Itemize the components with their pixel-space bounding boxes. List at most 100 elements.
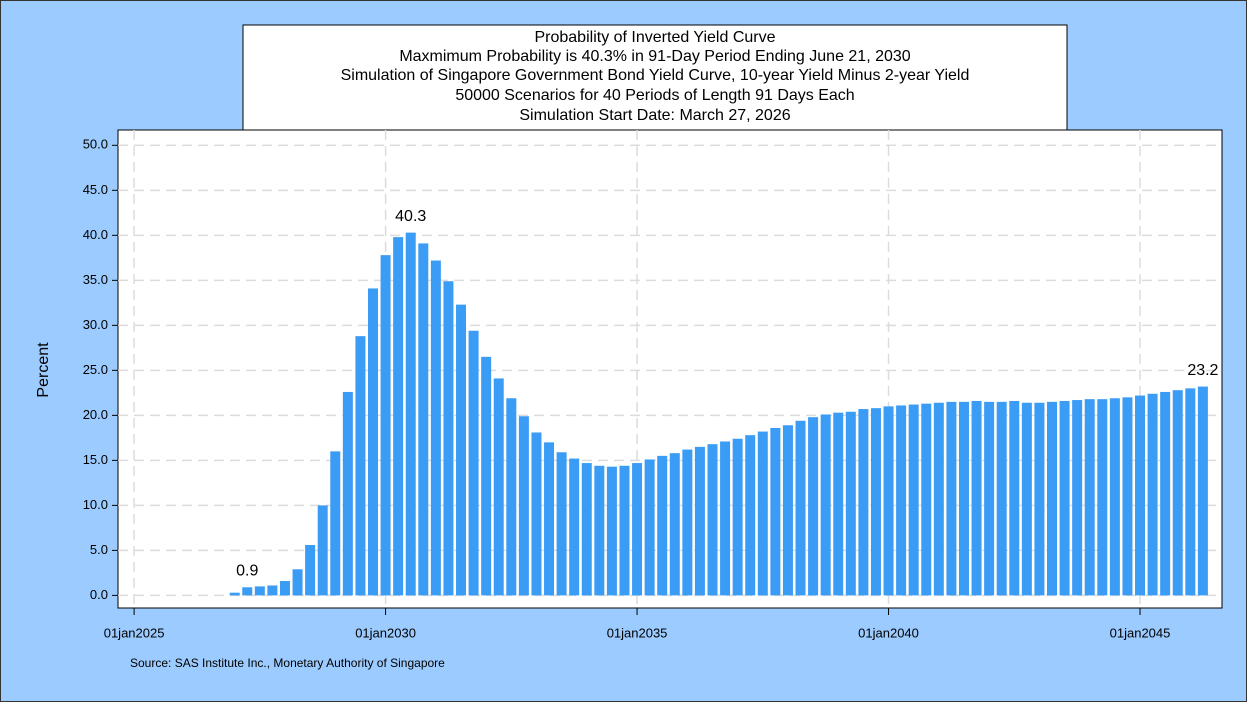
bar [506,398,517,596]
bar [845,411,856,596]
bar [581,463,592,596]
data-label: 23.2 [1187,362,1218,379]
bar [720,441,731,596]
bar [996,401,1007,596]
y-tick-label: 35.0 [83,272,108,287]
bar [443,281,454,596]
bar [883,406,894,596]
bar [1135,395,1146,596]
bar [606,466,617,596]
bar [1197,386,1208,596]
bar [1009,400,1020,596]
bar [870,408,881,596]
bar [518,416,529,596]
subtitle: Maxmimum Probability is 40.3% in 91-Day … [399,48,910,65]
subtitle: Simulation of Singapore Government Bond … [341,67,970,84]
data-label: 40.3 [395,208,426,225]
y-tick-label: 10.0 [83,497,108,512]
bar [1172,390,1183,596]
bar [946,401,957,596]
bar [1034,402,1045,596]
bar [355,336,366,596]
bar [707,444,718,596]
bar [770,427,781,596]
subtitle: 50000 Scenarios for 40 Periods of Length… [455,87,854,104]
bar [858,409,869,596]
bar [254,586,265,596]
source-note: Source: SAS Institute Inc., Monetary Aut… [130,656,445,670]
bar [820,414,831,596]
bar [669,453,680,596]
bar [632,463,643,596]
bar [1059,400,1070,596]
bar [229,592,240,596]
bar [921,403,932,596]
bar [1021,402,1032,596]
bar [368,288,379,596]
bar [745,435,756,596]
bar [242,587,253,596]
bar [456,304,467,596]
subtitle: Simulation Start Date: March 27, 2026 [519,107,790,124]
x-tick-label: 01jan2030 [355,625,416,640]
bar [732,438,743,596]
bar [619,465,630,596]
bar [933,402,944,596]
x-tick-label: 01jan2025 [104,625,165,640]
bar [1084,399,1095,596]
bar [795,420,806,596]
bar [330,451,341,596]
bar [971,400,982,596]
bar [405,232,416,596]
data-label: 0.9 [236,563,258,580]
bar [908,404,919,596]
bar [1046,401,1057,596]
bar [279,580,290,596]
y-tick-label: 50.0 [83,137,108,152]
bar [267,585,278,596]
y-tick-label: 25.0 [83,362,108,377]
bar [1185,388,1196,596]
bar [418,243,429,596]
bar [694,446,705,596]
bar [393,237,404,596]
bar [833,412,844,596]
bar [531,432,542,596]
bar [1160,391,1171,596]
bar [556,452,567,596]
bar [984,401,995,596]
bar [808,417,819,596]
bar [342,391,353,596]
title-box [242,24,1068,131]
bar [305,544,316,596]
bar [1072,400,1083,596]
bar [644,459,655,596]
bar [757,431,768,596]
bar [657,455,668,596]
y-tick-label: 40.0 [83,227,108,242]
x-tick-label: 01jan2035 [607,625,668,640]
bar [292,569,303,596]
bar [468,330,479,596]
y-tick-label: 30.0 [83,317,108,332]
bar [1147,393,1158,596]
bar [481,356,492,596]
y-tick-label: 0.0 [90,587,108,602]
bar [317,505,328,596]
bar [958,401,969,596]
bar [1109,398,1120,596]
x-tick-label: 01jan2045 [1110,625,1171,640]
y-axis-label: Percent [35,342,52,398]
bar [682,449,693,596]
y-tick-label: 5.0 [90,542,108,557]
y-tick-label: 20.0 [83,407,108,422]
bar [896,405,907,596]
bar [1097,399,1108,596]
bar [430,260,441,596]
bar [380,255,391,596]
bar [782,425,793,596]
y-tick-label: 45.0 [83,182,108,197]
bar [493,378,504,596]
bar [594,465,605,596]
